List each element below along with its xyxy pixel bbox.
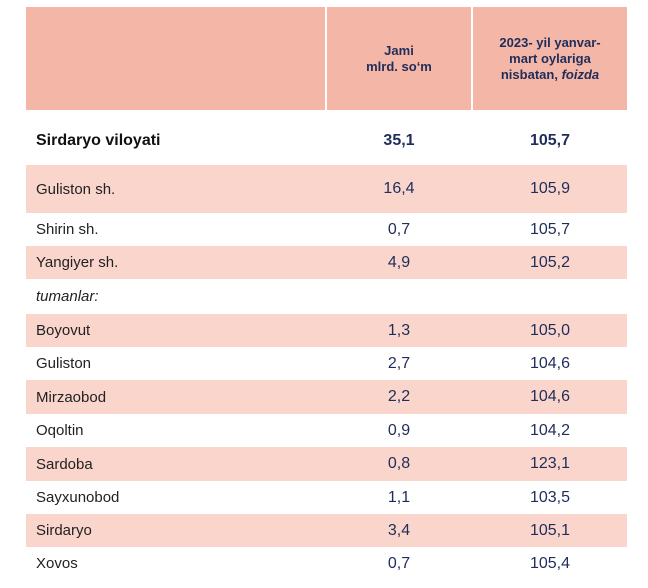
row-jami: 16,4 — [383, 180, 415, 197]
row-nisbat: 105,1 — [529, 521, 571, 539]
row-name: Boyovut — [36, 322, 91, 339]
row-jami: 1,3 — [387, 321, 411, 339]
row-jami — [327, 279, 471, 314]
row-jami: 2,2 — [387, 388, 411, 405]
table-row: Sirdaryo 3,4 105,1 — [26, 514, 627, 547]
table-row: Shirin sh. 0,7 105,7 — [26, 213, 627, 246]
header-jami: Jami mlrd. so‘m — [327, 7, 471, 110]
table-header: Jami mlrd. so‘m 2023- yil yanvar- mart o… — [26, 7, 627, 110]
table-row: Sirdaryo viloyati 35,1 105,7 — [26, 117, 627, 165]
row-jami: 0,8 — [387, 455, 411, 472]
row-jami: 2,7 — [387, 354, 411, 372]
table-row: Oqoltin 0,9 104,2 — [26, 414, 627, 447]
header-jami-line2: mlrd. so‘m — [366, 58, 432, 74]
statistics-table: Jami mlrd. so‘m 2023- yil yanvar- mart o… — [26, 7, 627, 572]
row-name: Yangiyer sh. — [36, 254, 119, 271]
header-divider — [471, 7, 473, 110]
header-nisbat-line1: 2023- yil yanvar- — [499, 34, 601, 50]
row-jami: 3,4 — [387, 521, 411, 539]
row-name: tumanlar: — [36, 288, 99, 305]
row-nisbat: 105,7 — [529, 220, 571, 238]
row-name: Sirdaryo viloyati — [36, 132, 161, 149]
row-jami: 1,1 — [387, 488, 411, 506]
header-nisbat-line3-italic: foizda — [561, 66, 600, 82]
table-row: Boyovut 1,3 105,0 — [26, 314, 627, 347]
row-nisbat: 104,2 — [529, 421, 571, 439]
row-nisbat: 105,2 — [529, 253, 571, 271]
row-name: Mirzaobod — [36, 388, 107, 406]
table-row: Mirzaobod 2,2 104,6 — [26, 380, 627, 414]
row-nisbat: 105,0 — [529, 321, 571, 339]
row-name: Sardoba — [36, 455, 93, 473]
header-nisbat: 2023- yil yanvar- mart oylariga nisbatan… — [473, 7, 627, 110]
row-name: Shirin sh. — [36, 221, 99, 238]
table-row: Sayxunobod 1,1 103,5 — [26, 481, 627, 514]
table-row: Xovos 0,7 105,4 — [26, 547, 627, 580]
row-jami: 0,7 — [387, 220, 411, 238]
table-row: Guliston 2,7 104,6 — [26, 347, 627, 380]
row-nisbat: 104,6 — [529, 388, 571, 405]
row-name: Sirdaryo — [36, 522, 92, 539]
table-row: Guliston sh. 16,4 105,9 — [26, 165, 627, 213]
header-divider — [325, 7, 327, 110]
row-jami: 4,9 — [387, 253, 411, 271]
row-name: Guliston sh. — [36, 180, 116, 198]
row-name: Oqoltin — [36, 422, 84, 439]
row-nisbat: 104,6 — [529, 354, 571, 372]
table-row: Sardoba 0,8 123,1 — [26, 447, 627, 481]
row-name: Sayxunobod — [36, 489, 120, 506]
row-jami: 0,9 — [387, 421, 411, 439]
header-jami-line1: Jami — [384, 42, 414, 58]
table-row: tumanlar: — [26, 279, 627, 314]
row-nisbat — [473, 279, 627, 314]
row-jami: 0,7 — [387, 554, 411, 572]
header-nisbat-line2: mart oylariga — [509, 50, 591, 66]
row-name: Xovos — [36, 555, 78, 572]
row-name: Guliston — [36, 355, 92, 372]
header-nisbat-line3: nisbatan, — [500, 66, 558, 82]
row-jami: 35,1 — [383, 132, 415, 149]
row-nisbat: 103,5 — [529, 488, 571, 506]
row-nisbat: 105,4 — [529, 554, 571, 572]
row-nisbat: 105,7 — [529, 132, 571, 149]
row-nisbat: 105,9 — [529, 180, 571, 197]
table-row: Yangiyer sh. 4,9 105,2 — [26, 246, 627, 279]
row-nisbat: 123,1 — [529, 455, 571, 472]
